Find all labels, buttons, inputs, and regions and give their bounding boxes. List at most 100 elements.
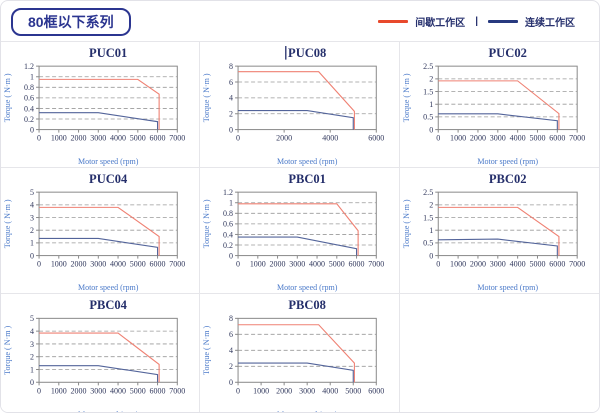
series-line-continuous [39, 364, 159, 382]
svg-text:1000: 1000 [51, 386, 67, 395]
svg-text:4: 4 [30, 327, 34, 336]
gridlines [238, 81, 377, 115]
y-axis-label: Torque ( N·m ) [402, 199, 411, 248]
svg-text:1.5: 1.5 [423, 213, 433, 222]
gridlines [238, 202, 377, 246]
svg-text:1000: 1000 [253, 386, 269, 395]
svg-text:4000: 4000 [509, 134, 525, 143]
series-line-continuous [437, 238, 558, 256]
svg-text:8: 8 [229, 62, 233, 71]
svg-text:1.2: 1.2 [24, 62, 34, 71]
svg-text:3000: 3000 [90, 386, 106, 395]
chart-title: PBC08 [289, 298, 327, 312]
svg-text:2: 2 [229, 362, 233, 371]
series-line-intermittent [39, 206, 160, 256]
svg-text:0: 0 [236, 386, 240, 395]
svg-text:5: 5 [30, 314, 34, 323]
svg-text:4000: 4000 [509, 259, 525, 268]
svg-text:7000: 7000 [369, 259, 385, 268]
svg-text:5000: 5000 [130, 386, 146, 395]
svg-text:2000: 2000 [270, 259, 286, 268]
svg-text:0: 0 [30, 251, 34, 260]
svg-text:2000: 2000 [276, 134, 292, 143]
svg-text:6000: 6000 [150, 134, 166, 143]
svg-text:0: 0 [37, 259, 41, 268]
svg-text:3000: 3000 [290, 259, 306, 268]
series-badge: 80框以下系列 [11, 8, 131, 36]
series-line-intermittent [238, 323, 356, 382]
y-axis-label: Torque ( N·m ) [3, 325, 12, 374]
svg-text:7000: 7000 [569, 134, 585, 143]
svg-text:6000: 6000 [150, 386, 166, 395]
series-line-continuous [238, 236, 358, 256]
svg-text:3000: 3000 [90, 259, 106, 268]
chart-PBC02: 00.511.522.50 1000 2000 3000 4000 5000 6000 700… [402, 172, 585, 292]
svg-text:0: 0 [30, 125, 34, 134]
svg-text:0: 0 [229, 378, 233, 387]
chart-title: PUC04 [89, 172, 128, 186]
axis-ticks: 00.20.40.60.811.20 1000 2000 3000 4000 5000 60… [24, 62, 185, 143]
axis-ticks: 0 2 4 6 8 0 1000 2000 3000 4000 5000 6000 [229, 314, 384, 395]
series-line-continuous [39, 237, 159, 256]
svg-text:0: 0 [37, 386, 41, 395]
chart-PUC08: 0 2 4 6 8 0 2000 4000 6000 PUC08 Motor speed (rpm)… [202, 46, 385, 166]
svg-text:2000: 2000 [71, 386, 87, 395]
svg-text:4000: 4000 [110, 134, 126, 143]
legend: 间歇工作区 | 连续工作区 [378, 14, 589, 29]
svg-text:0.5: 0.5 [423, 239, 433, 248]
x-axis-label: Motor speed (rpm) [78, 157, 139, 166]
svg-text:6000: 6000 [150, 259, 166, 268]
chart-cell-PBC02: 0 0.5 1 1.5 2 2.5 0 1000 2000 3000 4000 5000 6000 700… [399, 167, 599, 294]
gridlines [39, 204, 178, 244]
svg-text:1000: 1000 [51, 134, 67, 143]
header: 80框以下系列 间歇工作区 | 连续工作区 [1, 1, 599, 41]
chart-title: PBC04 [89, 298, 127, 312]
svg-text:6000: 6000 [369, 134, 385, 143]
legend-separator: | [475, 15, 478, 27]
svg-text:1.5: 1.5 [423, 87, 433, 96]
svg-text:0.2: 0.2 [223, 241, 233, 250]
svg-text:6000: 6000 [549, 134, 565, 143]
y-axis-label: Torque ( N·m ) [202, 325, 211, 374]
svg-text:4000: 4000 [110, 259, 126, 268]
series-line-intermittent [39, 78, 160, 130]
gridlines [39, 330, 178, 370]
svg-text:0.8: 0.8 [24, 83, 34, 92]
chart-grid: 0 0.2 0.4 0.6 0.8 1 1.2 0 1000 2000 3000 4000 5000 60… [1, 41, 599, 413]
empty-cell [399, 293, 599, 412]
intermittent-legend-label: 间歇工作区 [415, 17, 466, 29]
x-axis-label: Motor speed (rpm) [477, 157, 538, 166]
svg-text:0: 0 [436, 259, 440, 268]
svg-text:2000: 2000 [470, 259, 486, 268]
continuous-legend-label: 连续工作区 [525, 17, 575, 29]
x-axis-label: Motor speed (rpm) [78, 409, 139, 413]
svg-text:8: 8 [229, 314, 233, 323]
gridlines [437, 78, 577, 118]
y-axis-label: Torque ( N·m ) [3, 73, 12, 122]
chart-cell-PUC01: 0 0.2 0.4 0.6 0.8 1 1.2 0 1000 2000 3000 4000 5000 60… [1, 42, 201, 168]
series-line-continuous [238, 362, 355, 382]
svg-text:2.5: 2.5 [423, 188, 433, 197]
chart-title: PUC02 [488, 46, 526, 60]
svg-text:3000: 3000 [90, 134, 106, 143]
svg-text:3: 3 [30, 339, 34, 348]
series-line-intermittent [39, 332, 160, 382]
svg-text:4: 4 [229, 346, 233, 355]
svg-text:4000: 4000 [110, 386, 126, 395]
x-axis-label: Motor speed (rpm) [277, 157, 338, 166]
plot-border [38, 317, 178, 383]
svg-text:2: 2 [429, 75, 433, 84]
svg-text:0: 0 [30, 378, 34, 387]
plot-border [437, 65, 578, 131]
series-line-continuous [39, 112, 159, 130]
svg-text:0.2: 0.2 [24, 115, 34, 124]
series-line-intermittent [437, 206, 560, 256]
svg-text:2: 2 [30, 352, 34, 361]
svg-text:0.4: 0.4 [223, 230, 233, 239]
plot-border [437, 191, 578, 256]
svg-text:3: 3 [30, 213, 34, 222]
chart-PUC01: 00.20.40.60.811.20 1000 2000 3000 4000 5000 60… [3, 46, 185, 166]
svg-text:0: 0 [229, 125, 233, 134]
